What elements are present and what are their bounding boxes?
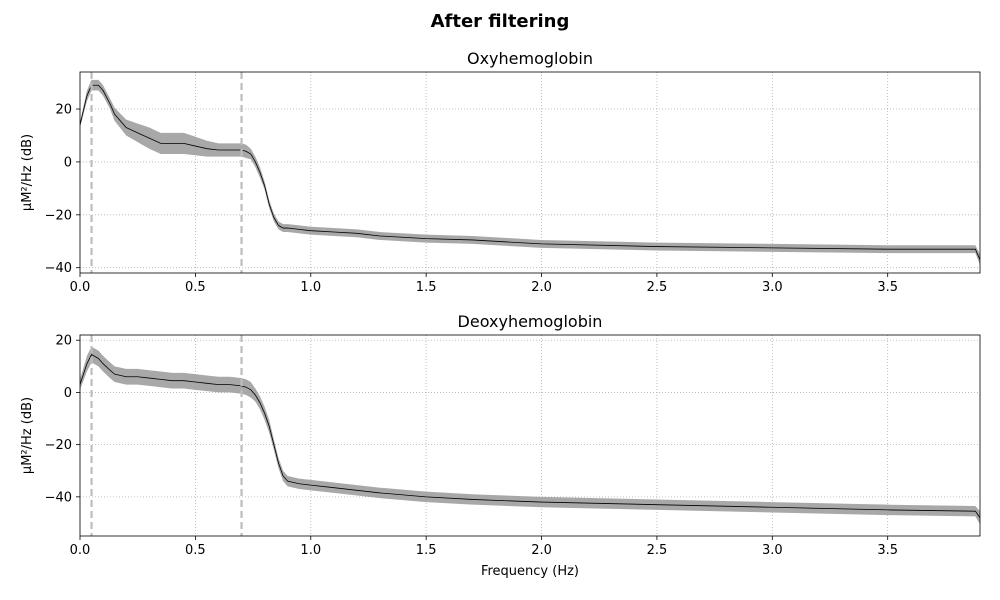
plot-area	[80, 335, 980, 536]
psd-line	[80, 84, 980, 260]
confidence-band	[80, 346, 980, 525]
x-tick-label: 2.0	[531, 543, 552, 558]
deoxyhemoglobin-axes: 0.0 0.5 1.0 1.5 2.0 2.5 3.0 3.5 20 0 −20 −40 Deoxyhe…	[20, 312, 981, 579]
oxyhemoglobin-axes: 0.0 0.5 1.0 1.5 2.0 2.5 3.0 3.5 20 0 −20 −40 Oxyhemo…	[20, 49, 981, 295]
x-tick-label: 2.0	[531, 280, 552, 295]
x-tick-label: 0.0	[70, 280, 91, 295]
axes-frame	[79, 71, 981, 274]
x-tick-label: 0.5	[185, 280, 206, 295]
plot-area	[80, 72, 980, 273]
subplot-title: Deoxyhemoglobin	[458, 312, 603, 331]
x-tick-label: 1.5	[416, 280, 437, 295]
y-axis-label: µM²/Hz (dB)	[20, 134, 35, 211]
x-tick-label: 2.5	[647, 543, 668, 558]
axes-frame	[79, 334, 981, 537]
y-tick-label: 20	[55, 334, 72, 349]
figure-title: After filtering	[431, 11, 570, 32]
y-tick-label: −40	[45, 490, 72, 505]
y-tick-label: −40	[45, 261, 72, 276]
confidence-band	[80, 79, 980, 266]
y-tick-label: −20	[45, 438, 72, 453]
x-tick-label: 0.0	[70, 543, 91, 558]
x-axis-label: Frequency (Hz)	[481, 564, 579, 579]
psd-line	[80, 354, 980, 518]
x-tick-label: 1.5	[416, 543, 437, 558]
y-tick-label: −20	[45, 208, 72, 223]
x-tick-label: 3.0	[762, 543, 783, 558]
y-axis-label: µM²/Hz (dB)	[20, 397, 35, 474]
x-tick-label: 3.0	[762, 280, 783, 295]
y-tick-label: 0	[64, 386, 72, 401]
x-tick-label: 3.5	[877, 280, 898, 295]
x-tick-label: 1.0	[300, 280, 321, 295]
x-tick-label: 2.5	[647, 280, 668, 295]
y-tick-label: 20	[55, 103, 72, 118]
x-tick-label: 1.0	[300, 543, 321, 558]
y-tick-label: 0	[64, 155, 72, 170]
subplot-title: Oxyhemoglobin	[467, 49, 593, 68]
x-tick-label: 0.5	[185, 543, 206, 558]
x-tick-label: 3.5	[877, 543, 898, 558]
